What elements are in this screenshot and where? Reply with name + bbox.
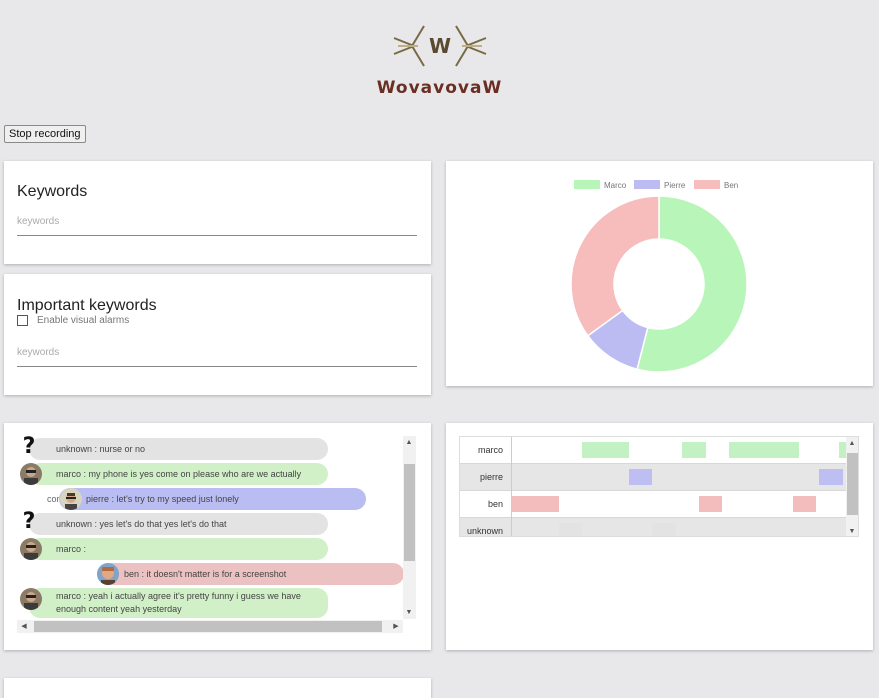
visual-alarm-toggle[interactable]: Enable visual alarms bbox=[17, 315, 129, 326]
scroll-right-arrow-icon[interactable]: ▶ bbox=[390, 622, 402, 630]
marco-avatar bbox=[20, 463, 42, 485]
speaker-timeline[interactable]: marco pierre ben unknown ▲ ▼ bbox=[459, 436, 859, 537]
scroll-down-arrow-icon[interactable]: ▼ bbox=[846, 528, 858, 535]
donut-slice-ben[interactable] bbox=[571, 196, 659, 336]
timeline-row-label: unknown bbox=[460, 518, 512, 537]
scroll-left-arrow-icon[interactable]: ◀ bbox=[18, 622, 30, 630]
unknown-speaker-icon: ? bbox=[19, 436, 39, 458]
marco-avatar bbox=[20, 538, 42, 560]
timeline-segment-pierre[interactable] bbox=[819, 469, 842, 485]
stop-recording-button[interactable]: Stop recording bbox=[4, 125, 86, 143]
timeline-segment-marco[interactable] bbox=[752, 442, 799, 458]
timeline-segment-marco[interactable] bbox=[839, 442, 846, 458]
unknown-speaker-icon: ? bbox=[19, 511, 39, 533]
timeline-row: marco bbox=[460, 437, 846, 464]
bottom-card bbox=[4, 678, 431, 698]
legend-label-ben[interactable]: Ben bbox=[724, 181, 738, 190]
timeline-segment-unknown[interactable] bbox=[652, 523, 675, 537]
logo-text: WovavovaW bbox=[0, 78, 879, 98]
marco-avatar bbox=[20, 588, 42, 610]
timeline-row-label: ben bbox=[460, 491, 512, 518]
timeline-segment-unknown[interactable] bbox=[559, 523, 582, 537]
legend-swatch-marco[interactable] bbox=[574, 180, 600, 189]
timeline-vertical-thumb[interactable] bbox=[847, 453, 858, 515]
partial-label: cor bbox=[47, 488, 60, 510]
speaker-share-card: Marco Pierre Ben bbox=[446, 161, 873, 386]
timeline-row-label: pierre bbox=[460, 464, 512, 491]
legend-label-marco[interactable]: Marco bbox=[604, 181, 627, 190]
timeline-card: marco pierre ben unknown ▲ ▼ bbox=[446, 423, 873, 650]
chat-message: pierre : let's try to my speed just lone… bbox=[59, 488, 366, 510]
chat-message: unknown : nurse or no bbox=[29, 438, 328, 460]
timeline-row: pierre bbox=[460, 464, 846, 491]
keywords-placeholder: keywords bbox=[17, 216, 59, 227]
timeline-segment-marco[interactable] bbox=[582, 442, 629, 458]
visual-alarm-checkbox[interactable] bbox=[17, 315, 28, 326]
timeline-segment-ben[interactable] bbox=[512, 496, 559, 512]
scroll-up-arrow-icon[interactable]: ▲ bbox=[846, 440, 858, 447]
timeline-row: unknown bbox=[460, 518, 846, 537]
timeline-segment-ben[interactable] bbox=[699, 496, 722, 512]
chat-message: ben : it doesn't matter is for a screens… bbox=[97, 563, 404, 585]
keywords-input[interactable]: keywords bbox=[17, 214, 417, 236]
chat-message: marco : bbox=[29, 538, 328, 560]
legend-swatch-ben[interactable] bbox=[694, 180, 720, 189]
important-keywords-card: Important keywords Enable visual alarms … bbox=[4, 274, 431, 395]
transcript-horizontal-scrollbar[interactable]: ◀ ▶ bbox=[17, 620, 403, 633]
transcript-vertical-thumb[interactable] bbox=[404, 464, 415, 561]
speaker-donut-chart: Marco Pierre Ben bbox=[446, 161, 873, 386]
app-logo: W WovavovaW bbox=[0, 18, 879, 98]
chat-message: marco : yeah i actually agree it's prett… bbox=[29, 588, 328, 618]
timeline-row: ben bbox=[460, 491, 846, 518]
important-keywords-title: Important keywords bbox=[17, 297, 157, 315]
pierre-avatar bbox=[60, 488, 82, 510]
scroll-up-arrow-icon[interactable]: ▲ bbox=[403, 439, 415, 446]
transcript-card: unknown : nurse or no ? marco : my phone… bbox=[4, 423, 431, 650]
keywords-title: Keywords bbox=[17, 183, 87, 201]
scroll-down-arrow-icon[interactable]: ▼ bbox=[403, 609, 415, 616]
timeline-vertical-scrollbar[interactable]: ▲ ▼ bbox=[846, 437, 859, 537]
timeline-row-label: marco bbox=[460, 437, 512, 464]
important-keywords-input[interactable]: keywords bbox=[17, 345, 417, 367]
wovavovaw-logo-icon: W bbox=[390, 18, 490, 76]
transcript-vertical-scrollbar[interactable]: ▲ ▼ bbox=[403, 436, 416, 619]
chat-message: unknown : yes let's do that yes let's do… bbox=[29, 513, 328, 535]
svg-text:W: W bbox=[428, 34, 450, 58]
keywords-card: Keywords keywords bbox=[4, 161, 431, 264]
timeline-segment-pierre[interactable] bbox=[629, 469, 652, 485]
timeline-segment-marco[interactable] bbox=[729, 442, 752, 458]
visual-alarm-label: Enable visual alarms bbox=[37, 315, 129, 326]
chat-message: marco : my phone is yes come on please w… bbox=[29, 463, 328, 485]
legend-label-pierre[interactable]: Pierre bbox=[664, 181, 686, 190]
timeline-segment-ben[interactable] bbox=[793, 496, 816, 512]
timeline-segment-marco[interactable] bbox=[682, 442, 705, 458]
legend-swatch-pierre[interactable] bbox=[634, 180, 660, 189]
transcript-list[interactable]: unknown : nurse or no ? marco : my phone… bbox=[17, 436, 406, 620]
important-keywords-placeholder: keywords bbox=[17, 347, 59, 358]
ben-avatar bbox=[97, 563, 119, 585]
transcript-horizontal-thumb[interactable] bbox=[34, 621, 382, 632]
